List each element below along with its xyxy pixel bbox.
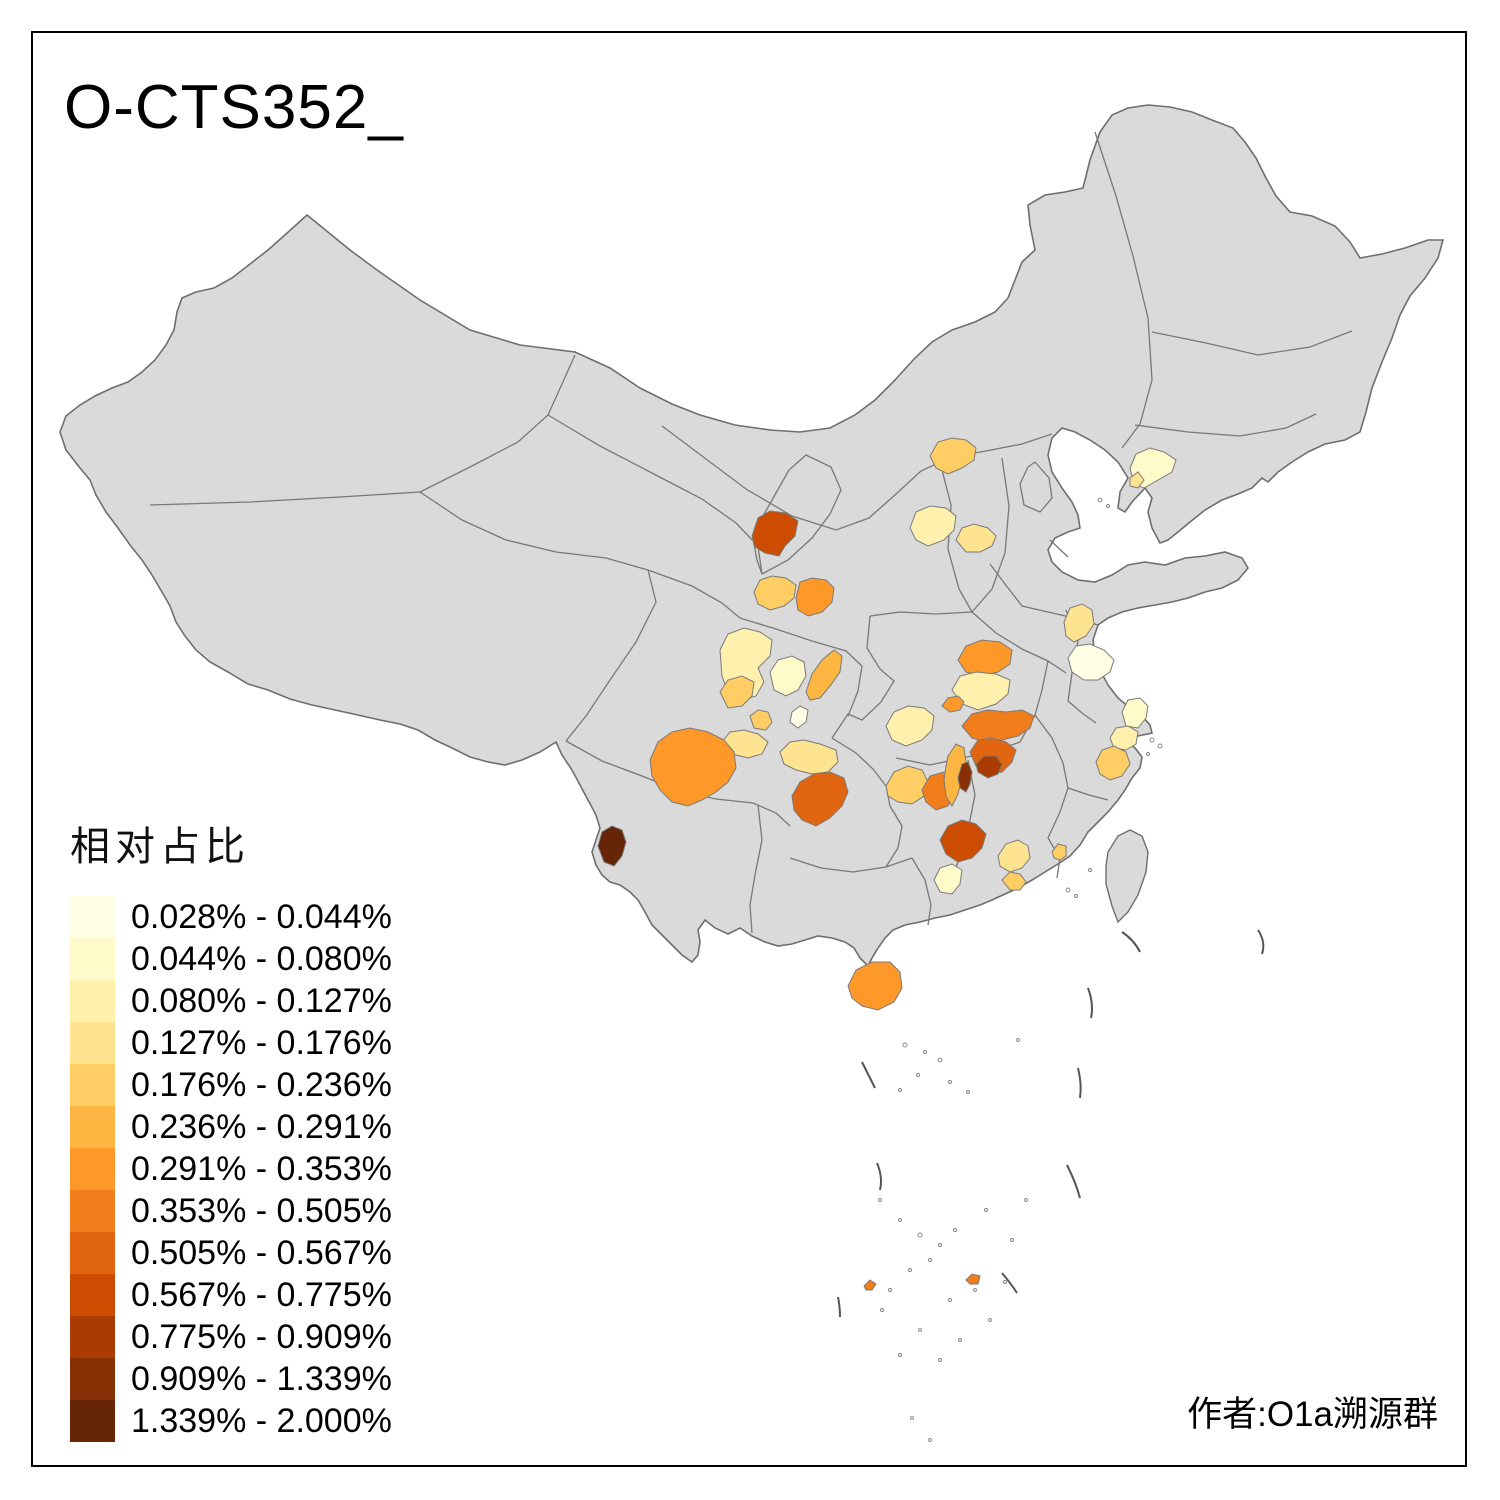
island-specks: [878, 497, 1163, 1442]
legend-swatch: [70, 1148, 115, 1190]
legend-label: 1.339% - 2.000%: [131, 1401, 392, 1440]
region-hubei-yichang-pale: [885, 705, 935, 747]
region-jiangsu-south-pale: [1067, 643, 1115, 681]
legend-swatch: [70, 980, 115, 1022]
legend-title: 相对占比: [70, 825, 250, 869]
legend-label: 0.127% - 0.176%: [131, 1023, 392, 1062]
region-hebei-chengde: [929, 437, 977, 475]
region-jiangxi-xinyu-dark: [975, 755, 1003, 779]
region-hubei-central-pale: [951, 671, 1011, 711]
region-gansu-dingxi: [795, 577, 835, 617]
legend-item: 0.567% - 0.775%: [70, 1274, 392, 1316]
attribution-text: 作者:O1a溯源群: [1187, 1395, 1438, 1434]
legend-swatch: [70, 1358, 115, 1400]
legend-label: 0.291% - 0.353%: [131, 1149, 392, 1188]
legend-swatch: [70, 1106, 115, 1148]
legend-item: 0.909% - 1.339%: [70, 1358, 392, 1400]
region-hubei-shiyan-dot: [941, 695, 965, 713]
legend-item: 0.028% - 0.044%: [70, 896, 392, 938]
region-sichuan-neijiang: [749, 709, 773, 731]
region-hunan-hengyang: [939, 819, 987, 863]
legend-item: 0.291% - 0.353%: [70, 1148, 392, 1190]
region-chongqing-west: [779, 739, 839, 775]
legend-label: 0.080% - 0.127%: [131, 981, 392, 1020]
region-south-sea-isle-1: [965, 1273, 981, 1285]
region-hunan-yongzhou-pale: [933, 863, 963, 895]
region-sichuan-chengdu: [719, 675, 755, 709]
legend-swatch: [70, 1400, 115, 1442]
legend-label: 0.909% - 1.339%: [131, 1359, 392, 1398]
region-sichuan-bazhong-strip: [805, 649, 843, 701]
legend-item: 1.339% - 2.000%: [70, 1400, 392, 1442]
legend-swatch: [70, 896, 115, 938]
region-liaoning-dalian-south: [1129, 471, 1145, 489]
region-jiangxi-pingxiang-strip: [957, 761, 973, 793]
legend-swatch: [70, 938, 115, 980]
legend-label: 0.028% - 0.044%: [131, 897, 392, 936]
legend-swatch: [70, 1190, 115, 1232]
legend-item: 0.044% - 0.080%: [70, 938, 392, 980]
legend-classes: 0.028% - 0.044% 0.044% - 0.080% 0.080% - 0…: [70, 896, 392, 1442]
legend-label: 0.505% - 0.567%: [131, 1233, 392, 1272]
region-south-sea-isle-2: [863, 1279, 877, 1291]
legend-item: 0.775% - 0.909%: [70, 1316, 392, 1358]
page-title: O-CTS352_: [64, 73, 404, 142]
legend-swatch: [70, 1232, 115, 1274]
legend-swatch: [70, 1022, 115, 1064]
legend-label: 0.176% - 0.236%: [131, 1065, 392, 1104]
region-guizhou-zunyi: [791, 771, 849, 827]
region-gansu-linxia: [753, 575, 797, 611]
region-guangdong-shaoguan: [1001, 871, 1027, 891]
legend-label: 0.044% - 0.080%: [131, 939, 392, 978]
region-sichuan-guangan: [789, 705, 809, 729]
legend: 相对占比 0.028% - 0.044% 0.044% - 0.080% 0.080…: [70, 814, 392, 1442]
legend-label: 0.236% - 0.291%: [131, 1107, 392, 1146]
legend-item: 0.176% - 0.236%: [70, 1064, 392, 1106]
region-gansu-baiyin: [751, 510, 799, 557]
region-guangdong-chaoshan: [1051, 843, 1067, 861]
region-yunnan-west-dark: [597, 825, 627, 867]
region-hunan-chenzhou-pale: [997, 839, 1031, 873]
legend-label: 0.775% - 0.909%: [131, 1317, 392, 1356]
taiwan-island: [1105, 829, 1149, 924]
legend-item: 0.353% - 0.505%: [70, 1190, 392, 1232]
region-shanxi-west: [909, 505, 957, 547]
legend-swatch: [70, 1274, 115, 1316]
legend-item: 0.127% - 0.176%: [70, 1022, 392, 1064]
legend-swatch: [70, 1064, 115, 1106]
region-hainan: [847, 961, 903, 1011]
nine-dash-line: [837, 929, 1265, 1318]
legend-item: 0.236% - 0.291%: [70, 1106, 392, 1148]
region-shanxi-east: [955, 523, 997, 553]
region-jiangsu-north: [1063, 603, 1095, 643]
legend-swatch: [70, 1316, 115, 1358]
region-hunan-changsha-strip: [943, 743, 967, 808]
legend-label: 0.567% - 0.775%: [131, 1275, 392, 1314]
region-sichuan-nanchong: [769, 655, 807, 697]
legend-item: 0.505% - 0.567%: [70, 1232, 392, 1274]
choropleth-regions: [597, 437, 1177, 1291]
region-zhejiang-wenzhou: [1095, 745, 1131, 781]
region-sichuan-liangshan: [649, 727, 737, 807]
legend-label: 0.353% - 0.505%: [131, 1191, 392, 1230]
legend-item: 0.080% - 0.127%: [70, 980, 392, 1022]
